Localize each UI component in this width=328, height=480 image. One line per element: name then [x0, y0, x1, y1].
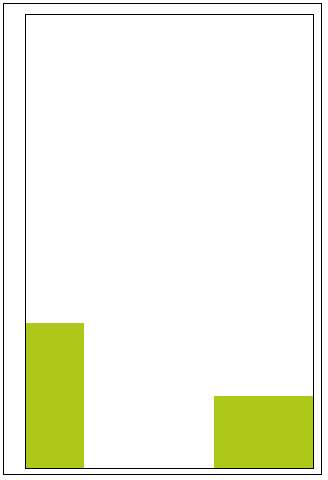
left-block: [26, 323, 84, 468]
right-block: [214, 396, 313, 468]
inner-frame: [25, 14, 314, 469]
